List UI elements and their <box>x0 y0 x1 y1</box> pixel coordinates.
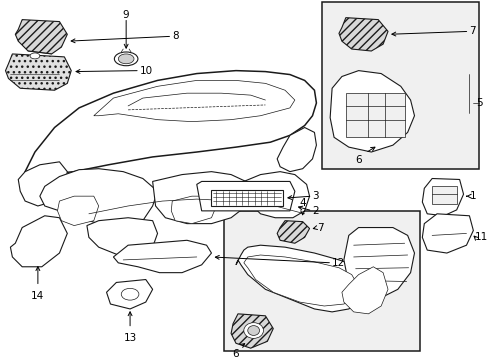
Text: 2: 2 <box>312 206 319 216</box>
Polygon shape <box>244 172 309 218</box>
Text: 5: 5 <box>475 98 482 108</box>
Bar <box>224 211 420 351</box>
Polygon shape <box>25 71 316 175</box>
Polygon shape <box>277 127 316 172</box>
Ellipse shape <box>244 323 263 338</box>
Text: 12: 12 <box>331 258 345 268</box>
Polygon shape <box>18 162 67 206</box>
Polygon shape <box>231 314 273 348</box>
Bar <box>431 186 456 204</box>
Polygon shape <box>329 71 414 152</box>
Polygon shape <box>338 18 387 51</box>
Polygon shape <box>422 214 472 253</box>
Polygon shape <box>87 218 157 257</box>
Text: 7: 7 <box>468 26 475 36</box>
Ellipse shape <box>30 53 40 59</box>
Polygon shape <box>58 196 99 226</box>
Text: 7: 7 <box>317 222 324 233</box>
Text: 8: 8 <box>172 31 179 41</box>
Polygon shape <box>94 80 294 122</box>
Text: 6: 6 <box>232 349 239 359</box>
Ellipse shape <box>114 52 138 66</box>
Polygon shape <box>196 181 294 211</box>
Polygon shape <box>40 169 157 228</box>
Polygon shape <box>171 196 216 224</box>
Text: 10: 10 <box>140 66 153 76</box>
Ellipse shape <box>121 288 139 300</box>
Polygon shape <box>244 255 358 306</box>
Polygon shape <box>5 54 71 90</box>
Polygon shape <box>236 245 365 312</box>
Bar <box>211 190 283 206</box>
Text: 13: 13 <box>123 333 137 343</box>
Text: 6: 6 <box>355 155 361 165</box>
Text: 1: 1 <box>468 191 475 201</box>
Text: 9: 9 <box>122 10 129 20</box>
Polygon shape <box>341 267 387 314</box>
Text: 3: 3 <box>312 191 319 201</box>
Polygon shape <box>113 240 211 273</box>
Polygon shape <box>106 279 152 309</box>
Polygon shape <box>343 228 414 299</box>
Polygon shape <box>422 179 463 216</box>
Ellipse shape <box>118 54 134 64</box>
Polygon shape <box>277 221 309 243</box>
Text: 4: 4 <box>299 198 305 208</box>
Text: 11: 11 <box>474 232 488 242</box>
Text: 14: 14 <box>31 291 44 301</box>
Bar <box>345 93 404 137</box>
Ellipse shape <box>247 325 259 336</box>
Polygon shape <box>10 216 67 267</box>
Polygon shape <box>152 172 250 224</box>
Bar <box>322 2 478 169</box>
Polygon shape <box>15 19 67 54</box>
